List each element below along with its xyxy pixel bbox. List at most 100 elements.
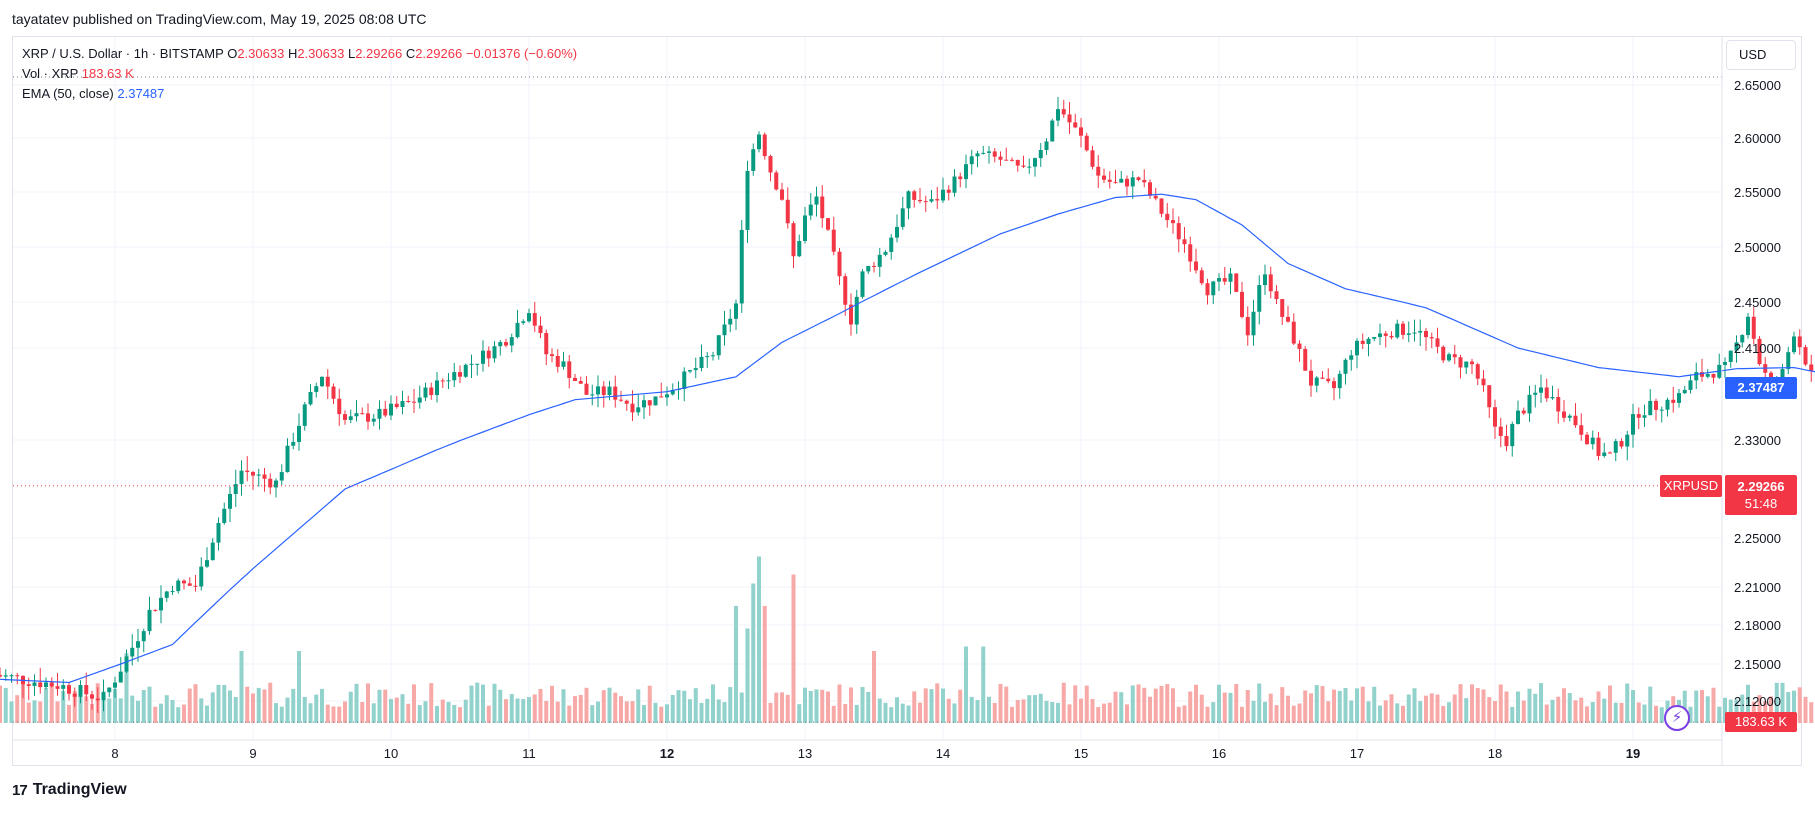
candle-body — [1677, 393, 1681, 403]
volume-bar — [1280, 687, 1285, 723]
candle-body — [636, 407, 641, 413]
volume-bar — [72, 691, 77, 723]
volume-bar — [1717, 706, 1722, 723]
volume-bar — [1142, 687, 1147, 723]
volume-bar — [55, 701, 60, 723]
volume-bar — [492, 683, 497, 723]
candle-body — [1579, 425, 1584, 435]
candle-body — [366, 413, 370, 422]
tradingview-logo[interactable]: 17 TradingView — [12, 781, 127, 799]
candle-body — [113, 682, 117, 688]
volume-bar — [808, 690, 813, 723]
volume-bar — [1608, 685, 1612, 723]
candle-body — [946, 189, 951, 193]
volume-bar — [1073, 685, 1078, 723]
candle-body — [187, 583, 192, 586]
candle-body — [446, 380, 451, 382]
candle-body — [1079, 127, 1083, 136]
lightning-icon[interactable]: ⚡ — [1664, 705, 1690, 731]
candle-body — [567, 361, 572, 378]
volume-bar — [521, 699, 526, 723]
volume-bar — [1286, 695, 1290, 723]
candle-body — [0, 674, 2, 677]
volume-bar — [1464, 698, 1469, 723]
legend-volume-row[interactable]: Vol · XRP 183.63 K — [22, 64, 577, 84]
candle-body — [768, 156, 773, 173]
volume-bar — [1631, 690, 1635, 723]
bar-countdown: 51:48 — [1744, 495, 1778, 511]
candle-body — [452, 372, 457, 381]
volume-bar — [251, 693, 255, 723]
candle-body — [1038, 150, 1043, 159]
volume-bar — [561, 689, 566, 723]
candle-body — [210, 542, 215, 561]
price-axis[interactable]: 2.65000 2.60000 2.55000 2.50000 2.45000 2.410… — [1721, 37, 1781, 766]
volume-bar — [1452, 694, 1457, 723]
candle-body — [268, 478, 273, 488]
legend-symbol-row[interactable]: XRP / U.S. Dollar · 1h · BITSTAMP O2.306… — [22, 44, 577, 64]
volume-bar — [1527, 688, 1532, 723]
volume-bar — [1130, 685, 1135, 723]
candle-body — [538, 325, 543, 334]
candle-body — [1539, 387, 1543, 393]
currency-button[interactable]: USD — [1726, 40, 1796, 70]
candle-body — [435, 380, 439, 396]
candle-body — [32, 682, 37, 686]
volume-bar — [1521, 700, 1526, 723]
candle-body — [1355, 340, 1359, 356]
candle-body — [3, 675, 8, 677]
candle-body — [1746, 316, 1750, 336]
volume-bar — [1245, 690, 1250, 723]
candle-body — [515, 322, 520, 338]
candle-body — [860, 271, 865, 297]
volume-bar — [797, 704, 802, 723]
candle-body — [958, 176, 963, 180]
close-label: C — [405, 46, 416, 61]
high-value: 2.30633 — [297, 46, 345, 61]
candle-body — [573, 377, 577, 382]
volume-bar — [814, 689, 819, 723]
candle-body — [1700, 372, 1704, 377]
candle-body — [624, 400, 629, 404]
volume-bar — [1723, 697, 1727, 723]
volume-bar — [849, 687, 853, 723]
candle-body — [1102, 175, 1106, 180]
ema-label: EMA (50, close) — [22, 86, 114, 101]
volume-bar — [998, 683, 1003, 723]
candle-body — [498, 342, 503, 347]
change-value: −0.01376 (−0.60%) — [465, 46, 578, 61]
volume-bar — [768, 702, 773, 723]
volume-bar — [647, 685, 652, 723]
volume-bar — [757, 556, 761, 723]
volume-bar — [440, 699, 445, 723]
candle-body — [981, 152, 986, 154]
candle-body — [1757, 338, 1762, 365]
candle-body — [1332, 381, 1336, 389]
candle-body — [952, 176, 957, 193]
candle-body — [1435, 338, 1440, 347]
time-tick-label: 15 — [1074, 746, 1088, 761]
candle-body — [1797, 336, 1802, 348]
candle-body — [1314, 377, 1319, 386]
candle-body — [1556, 397, 1561, 412]
chart-frame[interactable] — [12, 36, 1802, 766]
time-axis[interactable]: 8 9 10 11 12 13 14 15 16 17 18 19 — [13, 739, 1722, 761]
volume-bar — [906, 705, 911, 723]
volume-bars — [0, 556, 1814, 723]
volume-bar — [820, 689, 825, 723]
volume-bar — [1159, 685, 1164, 723]
candle-body — [590, 394, 595, 396]
candle-body — [1176, 223, 1181, 240]
volume-bar — [3, 687, 8, 723]
grid — [13, 37, 1722, 740]
candle-body — [596, 386, 600, 395]
volume-bar — [791, 574, 796, 723]
candle-body — [297, 425, 301, 442]
volume-bar — [170, 699, 175, 723]
legend-ema-row[interactable]: EMA (50, close) 2.37487 — [22, 84, 577, 104]
candle-body — [843, 276, 848, 305]
candle-body — [176, 580, 181, 592]
candle-body — [141, 631, 146, 642]
volume-bar — [1774, 682, 1779, 723]
